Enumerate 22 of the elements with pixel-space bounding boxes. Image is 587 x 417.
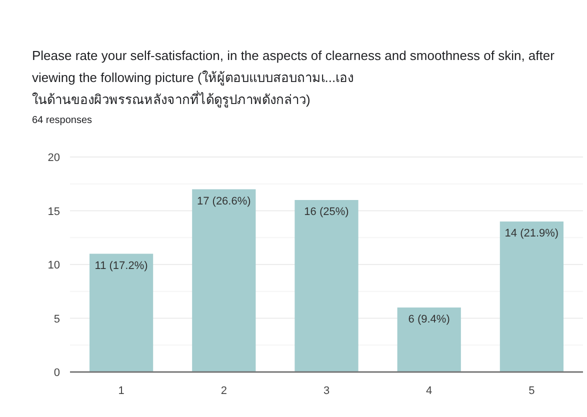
data-label: 17 (26.6%): [196, 195, 251, 208]
x-tick-label: 5: [528, 385, 535, 397]
chart-subtitle: 64 responses: [32, 115, 92, 126]
title: Please rate your self-satisfaction, in the aspects of clearness and smoothness of skin, after viewing the following picture (ให้ผู้ตอบแบบสอบถามเ...เอง ในด้านของผิวพรรณหลังจากที่ได้ดูรูปภาพดังกล่าว): [32, 48, 554, 107]
y-tick-label: 0: [54, 367, 60, 379]
data-label: 16 (25%): [304, 206, 349, 218]
y-tick-label: 15: [48, 206, 60, 218]
bar: [500, 222, 564, 372]
bar: [89, 254, 154, 372]
bar: [294, 200, 358, 372]
x-tick-label: 3: [323, 385, 330, 397]
y-tick-label: 20: [48, 152, 60, 164]
y-tick-label: 5: [54, 313, 60, 326]
y-tick-label: 10: [48, 260, 60, 272]
x-tick-label: 2: [220, 385, 227, 397]
data-label: 14 (21.9%): [504, 228, 559, 240]
bar: [397, 308, 461, 372]
data-label: 11 (17.2%): [94, 260, 148, 272]
x-tick-label: 1: [118, 385, 124, 397]
data-label: 6 (9.4%): [408, 314, 450, 326]
x-tick-label: 4: [426, 385, 432, 397]
bar: [192, 189, 256, 372]
